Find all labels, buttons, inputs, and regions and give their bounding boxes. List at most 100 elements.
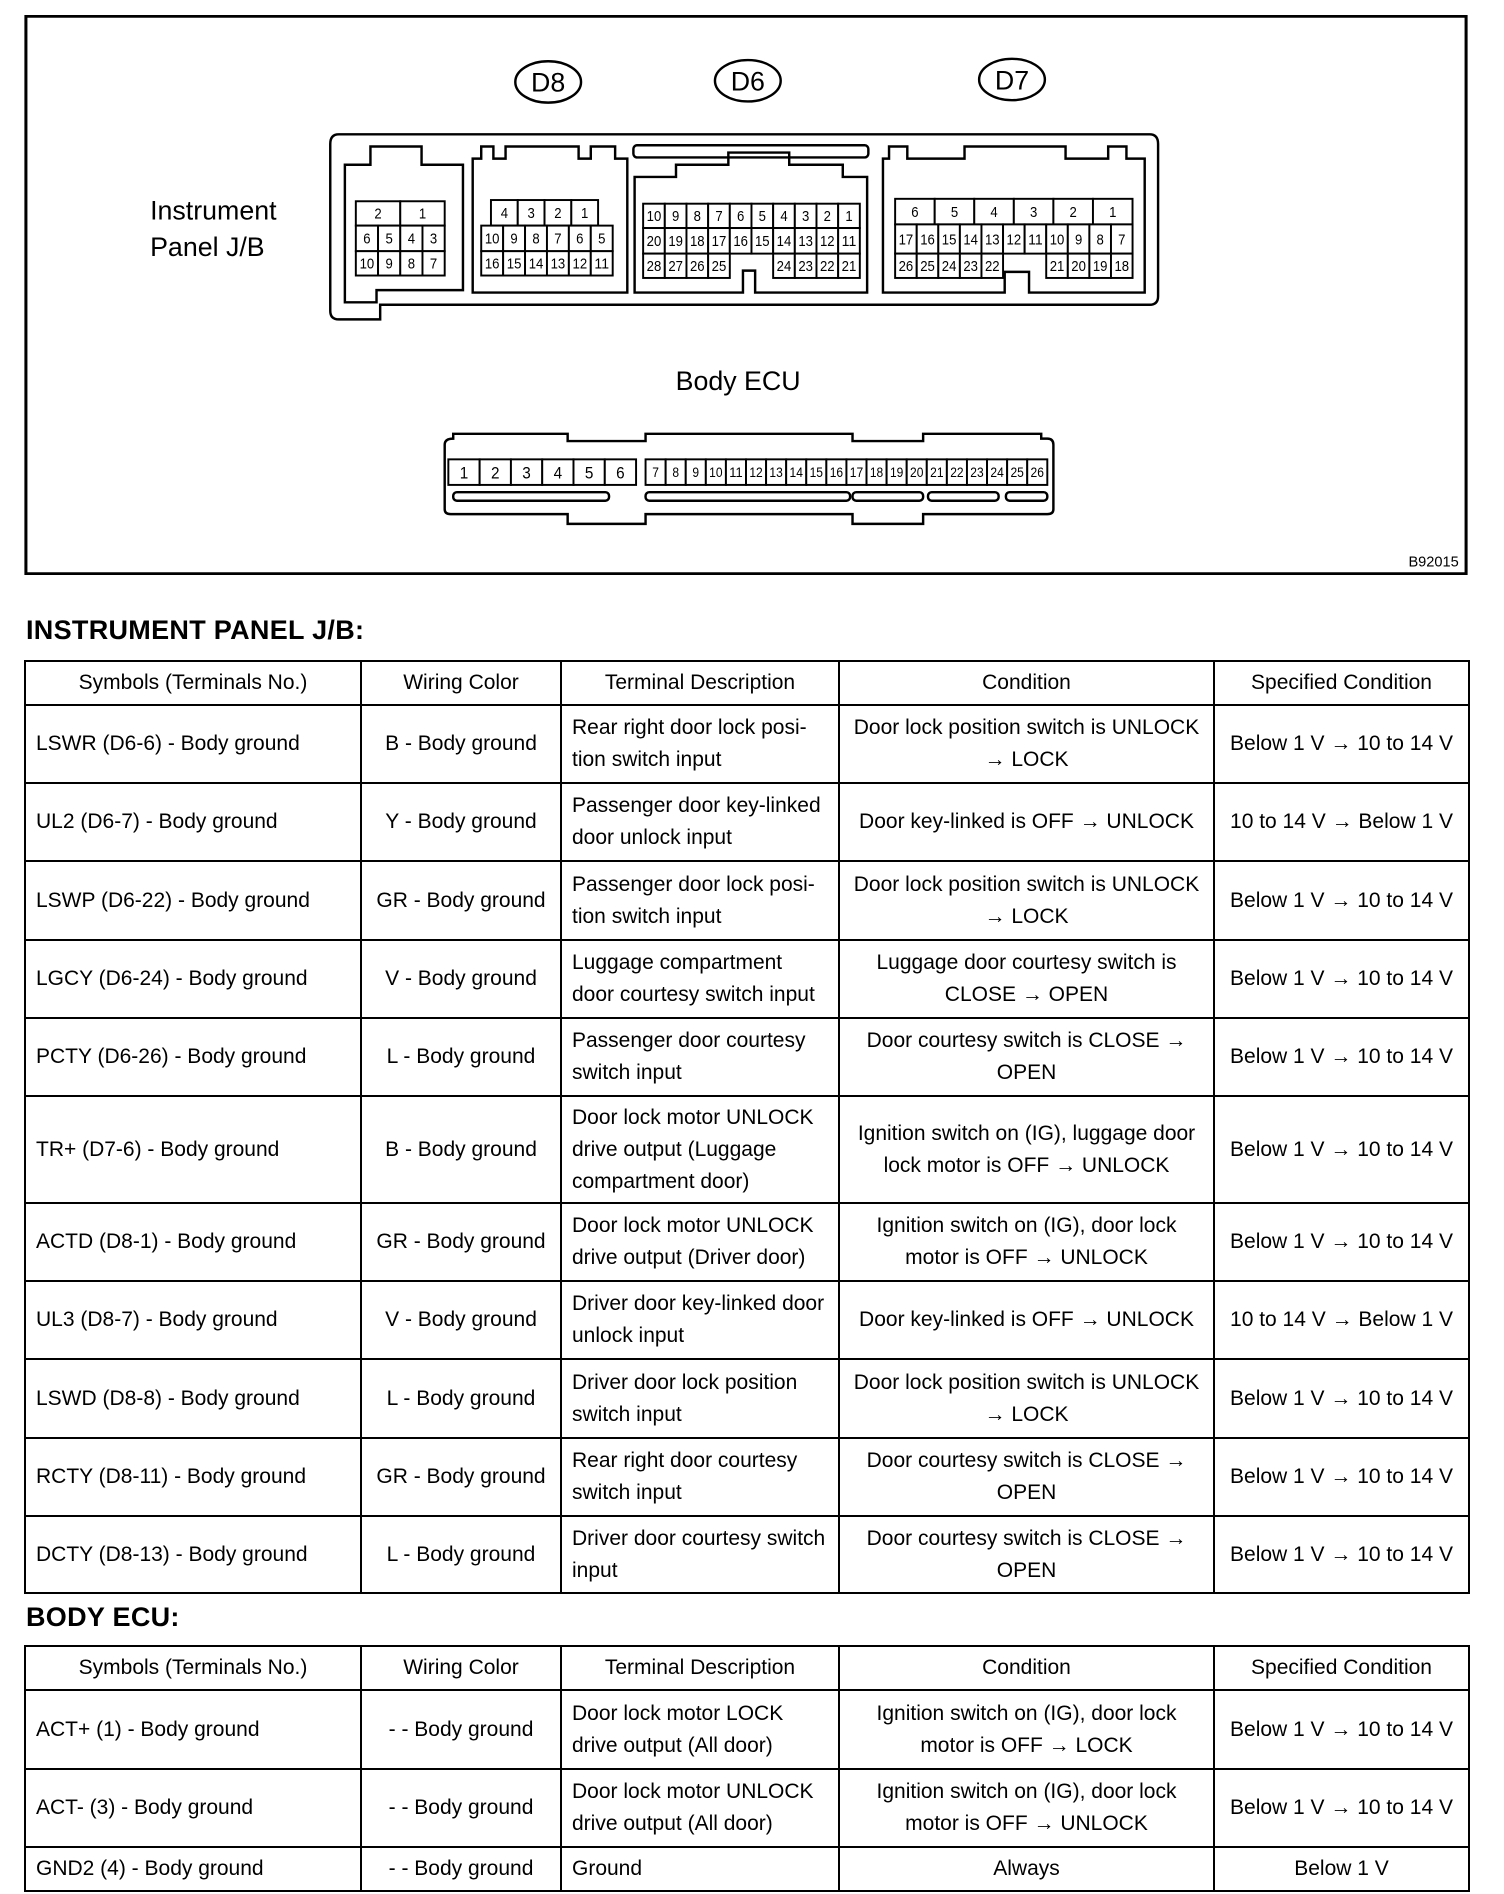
table-header-row: Symbols (Terminals No.) Wiring Color Termi… <box>24 660 1470 706</box>
terminal-cell: 22 <box>945 458 968 486</box>
svg-text:1: 1 <box>581 206 588 222</box>
symbol-cell: DCTY (D8-13) - Body ground <box>24 1515 362 1594</box>
svg-text:25: 25 <box>712 259 727 275</box>
svg-text:D6: D6 <box>731 66 765 96</box>
symbol-cell: ACT+ (1) - Body ground <box>24 1689 362 1770</box>
wiring-color-cell: V - Body ground <box>360 1280 562 1360</box>
terminal-cell: 7 <box>1109 223 1134 255</box>
terminal-cell: 11 <box>589 250 614 277</box>
terminal-cell: 19 <box>1088 252 1112 279</box>
specified-condition-cell: Below 1 V → 10 to 14 V <box>1213 1437 1470 1517</box>
terminal-cell: 18 <box>685 227 710 255</box>
description-cell: Ground <box>560 1846 840 1892</box>
svg-text:28: 28 <box>647 259 662 275</box>
svg-text:17: 17 <box>850 465 863 480</box>
terminal-cell: 15 <box>502 250 527 277</box>
terminal-cell: 7 <box>545 224 570 253</box>
terminal-cell: 18 <box>1109 252 1134 279</box>
svg-text:13: 13 <box>798 234 813 250</box>
column-header: Specified Condition <box>1213 660 1470 706</box>
ecu-label: Body ECU <box>676 366 801 396</box>
column-header: Symbols (Terminals No.) <box>24 1645 362 1691</box>
svg-text:4: 4 <box>780 209 787 225</box>
table-row: ACT- (3) - Body ground - - Body ground Doo… <box>24 1768 1470 1848</box>
wiring-color-cell: GR - Body ground <box>360 1437 562 1517</box>
terminal-cell: 24 <box>937 252 961 279</box>
condition-cell: Door lock position switch is UNLOCK → LO… <box>838 860 1215 941</box>
column-header: Symbols (Terminals No.) <box>24 660 362 706</box>
terminal-cell: 5 <box>589 224 614 253</box>
terminal-cell: 12 <box>745 458 768 486</box>
wiring-color-cell: B - Body ground <box>360 1095 562 1204</box>
svg-text:21: 21 <box>842 259 857 275</box>
specified-condition-cell: Below 1 V → 10 to 14 V <box>1213 1202 1470 1282</box>
svg-text:17: 17 <box>712 234 727 250</box>
svg-text:17: 17 <box>899 232 914 248</box>
terminal-cell: 10 <box>704 458 727 486</box>
description-cell: Door lock motor UNLOCK drive output (Dri… <box>560 1202 840 1282</box>
terminal-cell: 3 <box>421 224 446 253</box>
svg-text:7: 7 <box>1118 232 1125 248</box>
svg-text:16: 16 <box>920 232 935 248</box>
terminal-cell: 1 <box>399 200 446 227</box>
condition-cell: Ignition switch on (IG), door lock motor… <box>838 1202 1215 1282</box>
terminal-cell: 25 <box>1006 458 1029 486</box>
svg-text:26: 26 <box>899 259 914 275</box>
terminal-cell: 13 <box>980 223 1005 255</box>
terminal-cell: 10 <box>354 250 380 277</box>
svg-text:7: 7 <box>652 465 659 480</box>
condition-cell: Ignition switch on (IG), luggage door lo… <box>838 1095 1215 1204</box>
table-row: ACT+ (1) - Body ground - - Body ground Doo… <box>24 1689 1470 1770</box>
svg-text:8: 8 <box>672 465 679 480</box>
symbol-cell: TR+ (D7-6) - Body ground <box>24 1095 362 1204</box>
svg-text:18: 18 <box>690 234 705 250</box>
column-header: Condition <box>838 660 1215 706</box>
wiring-color-cell: GR - Body ground <box>360 1202 562 1282</box>
svg-text:D7: D7 <box>995 65 1029 95</box>
column-header: Terminal Description <box>560 1645 840 1691</box>
terminal-cell: 6 <box>728 202 753 230</box>
terminal-cell: 16 <box>728 227 753 255</box>
svg-text:6: 6 <box>363 232 370 248</box>
svg-text:22: 22 <box>950 465 963 480</box>
svg-text:10: 10 <box>485 232 500 248</box>
svg-text:14: 14 <box>790 465 804 480</box>
connector-label-d8: D8 <box>514 60 583 104</box>
jb-label-line1: Instrument <box>150 196 277 226</box>
wiring-color-cell: Y - Body ground <box>360 782 562 862</box>
description-cell: Driver door key-linked door unlock input <box>560 1280 840 1360</box>
symbol-cell: LSWP (D6-22) - Body ground <box>24 860 362 941</box>
description-cell: Rear right door lock posi-tion switch in… <box>560 704 840 784</box>
terminal-cell: 11 <box>837 227 861 255</box>
specified-condition-cell: Below 1 V → 10 to 14 V <box>1213 704 1470 784</box>
svg-text:23: 23 <box>970 465 983 480</box>
specified-condition-cell: Below 1 V → 10 to 14 V <box>1213 1358 1470 1439</box>
terminal-cell: 10 <box>642 202 666 230</box>
terminal-cell: 1 <box>447 458 481 486</box>
terminal-cell: 5 <box>377 224 402 253</box>
terminal-cell: 16 <box>825 458 848 486</box>
terminal-cell: 4 <box>772 202 796 230</box>
svg-text:3: 3 <box>802 209 809 225</box>
terminal-cell: 2 <box>815 202 840 230</box>
jb-label-line2: Panel J/B <box>150 232 265 262</box>
condition-cell: Always <box>838 1846 1215 1892</box>
terminal-cell: 13 <box>765 458 788 486</box>
wiring-color-cell: L - Body ground <box>360 1358 562 1439</box>
description-cell: Luggage compartment door courtesy switch… <box>560 939 840 1019</box>
specified-condition-cell: Below 1 V → 10 to 14 V <box>1213 860 1470 941</box>
description-cell: Driver door courtesy switch input <box>560 1515 840 1594</box>
svg-text:10: 10 <box>709 465 722 480</box>
terminal-cell: 13 <box>545 250 570 277</box>
svg-text:9: 9 <box>672 209 679 225</box>
condition-cell: Ignition switch on (IG), door lock motor… <box>838 1768 1215 1848</box>
terminal-cell: 4 <box>973 197 1015 226</box>
description-cell: Rear right door courtesy switch input <box>560 1437 840 1517</box>
svg-text:12: 12 <box>573 257 588 273</box>
terminal-cell: 4 <box>541 458 575 486</box>
description-cell: Door lock motor UNLOCK drive output (All… <box>560 1768 840 1848</box>
description-cell: Passenger door courtesy switch input <box>560 1017 840 1097</box>
svg-text:7: 7 <box>715 209 722 225</box>
terminal-cell: 15 <box>805 458 828 486</box>
